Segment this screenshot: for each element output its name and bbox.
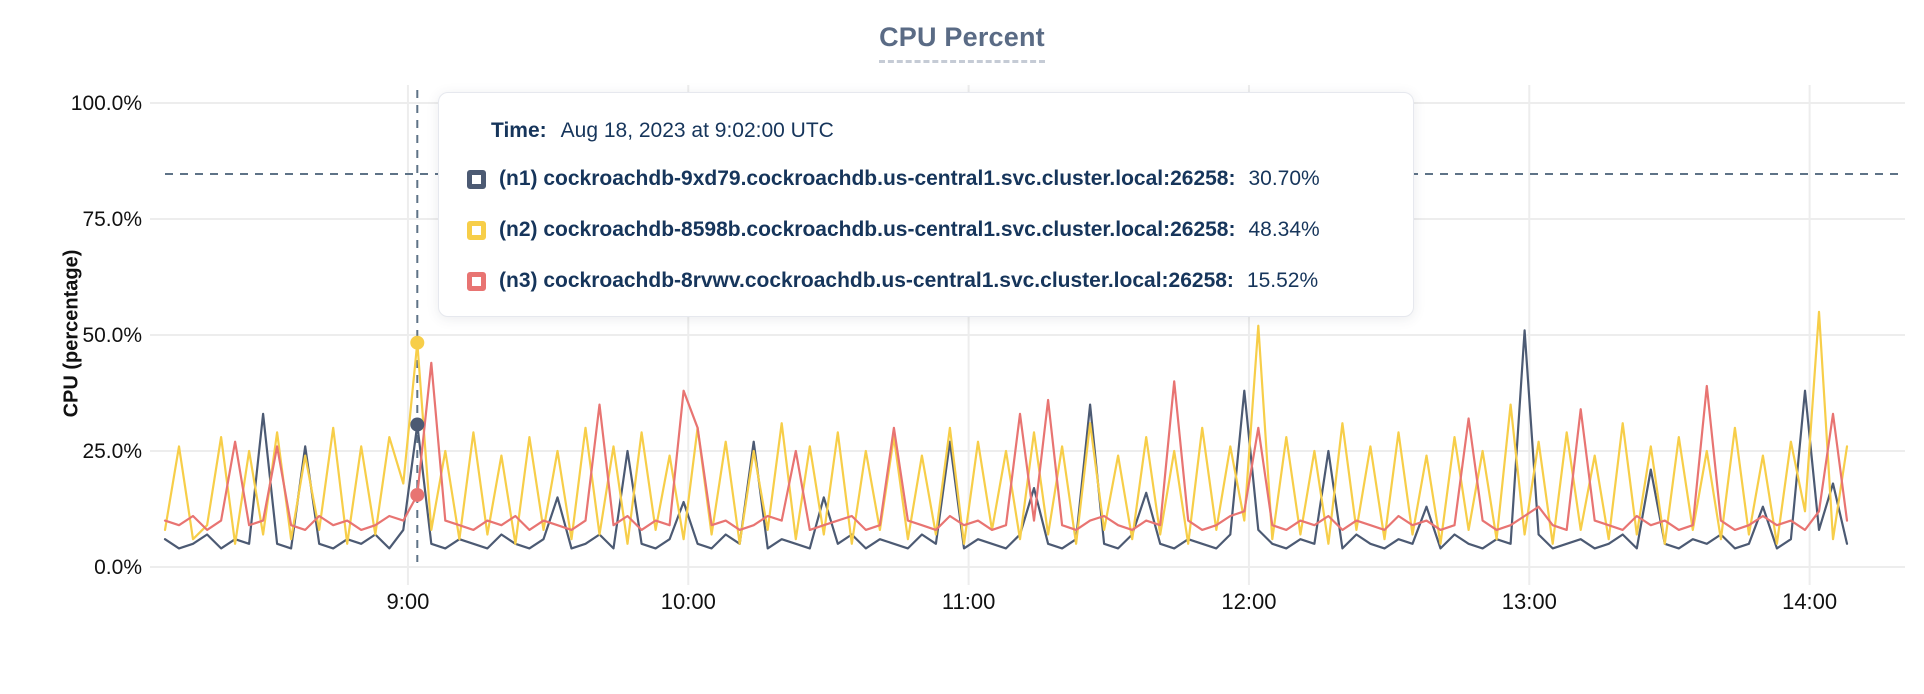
tooltip-series-row-n1: (n1) cockroachdb-9xd79.cockroachdb.us-ce… xyxy=(467,167,1385,191)
x-tick-label-14:00: 14:00 xyxy=(1782,589,1837,614)
tooltip-time-label: Time: xyxy=(491,119,547,142)
series-n3-label: (n3) cockroachdb-8rvwv.cockroachdb.us-ce… xyxy=(499,269,1234,292)
y-tick-label-25: 25.0% xyxy=(82,440,142,463)
chart-header: CPU Percent xyxy=(0,22,1924,63)
series-n2-swatch xyxy=(467,220,486,240)
y-tick-label-0: 0.0% xyxy=(94,556,142,579)
series-n3-swatch xyxy=(467,271,486,291)
x-tick-label-11:00: 11:00 xyxy=(942,589,995,614)
series-line-n2 xyxy=(163,310,1849,545)
tooltip-series-row-n2: (n2) cockroachdb-8598b.cockroachdb.us-ce… xyxy=(467,218,1385,242)
series-line-n1 xyxy=(163,329,1849,550)
cursor-point-n3 xyxy=(410,487,425,502)
y-tick-label-50: 50.0% xyxy=(82,324,142,347)
tooltip-time-value: Aug 18, 2023 at 9:02:00 UTC xyxy=(560,119,834,142)
tooltip-series-row-n3: (n3) cockroachdb-8rvwv.cockroachdb.us-ce… xyxy=(467,269,1385,293)
x-tick-label-13:00: 13:00 xyxy=(1502,589,1557,614)
cursor-point-n2 xyxy=(410,335,425,350)
series-n2-value: 48.34% xyxy=(1248,218,1320,241)
series-n3-value: 15.52% xyxy=(1246,269,1319,292)
chart-tooltip: Time: Aug 18, 2023 at 9:02:00 UTC (n1) co… xyxy=(438,92,1414,317)
series-n1-label: (n1) cockroachdb-9xd79.cockroachdb.us-ce… xyxy=(499,167,1236,190)
y-tick-label-100: 100.0% xyxy=(71,92,142,115)
cursor-point-n1 xyxy=(410,417,425,432)
series-n1-swatch xyxy=(467,169,486,189)
x-tick-label-9:00: 9:00 xyxy=(387,589,430,614)
x-tick-label-10:00: 10:00 xyxy=(661,589,716,614)
series-line-n3 xyxy=(163,361,1849,532)
series-n1-value: 30.70% xyxy=(1248,167,1320,190)
y-tick-label-75: 75.0% xyxy=(82,208,142,231)
chart-title: CPU Percent xyxy=(879,22,1045,63)
x-tick-label-12:00: 12:00 xyxy=(1221,589,1276,614)
tooltip-time-row: Time: Aug 18, 2023 at 9:02:00 UTC xyxy=(467,119,1385,143)
series-n2-label: (n2) cockroachdb-8598b.cockroachdb.us-ce… xyxy=(499,218,1236,241)
